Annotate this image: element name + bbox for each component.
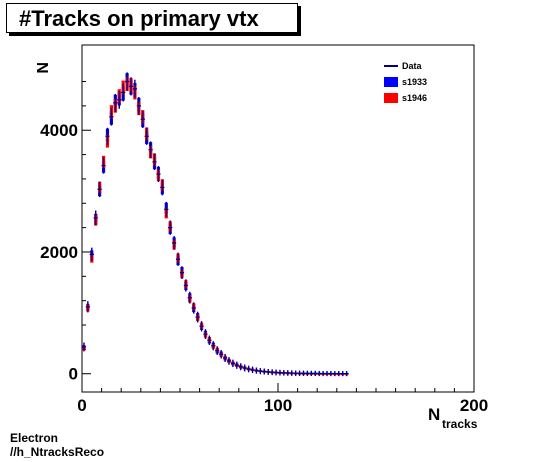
series-data [81,72,349,377]
y-tick-label: 2000 [40,243,78,262]
y-tick-label: 0 [69,365,78,384]
chart-title-box: #Tracks on primary vtx [6,3,298,33]
series-data-overlay [81,72,349,377]
legend-swatch-s1933 [384,77,398,87]
chart-title: #Tracks on primary vtx [19,6,259,31]
legend-swatch-s1946 [384,93,398,103]
y-axis-label: N [33,62,50,74]
x-tick-label: 100 [264,396,292,415]
legend-label-data: Data [402,61,423,71]
legend: Data s1933 s1946 [384,61,427,103]
x-axis-label: N [428,405,440,424]
legend-label-s1946: s1946 [402,93,427,103]
x-tick-label: 200 [460,396,488,415]
footer-label-histname: //h_NtracksReco [10,445,105,459]
y-tick-label: 4000 [40,121,78,140]
x-axis-label-subscript: tracks [442,417,478,431]
legend-label-s1933: s1933 [402,77,427,87]
footer-label-electron: Electron [10,431,59,445]
series-s1933 [82,73,349,376]
x-tick-label: 0 [77,396,86,415]
series-s1946 [82,76,349,376]
